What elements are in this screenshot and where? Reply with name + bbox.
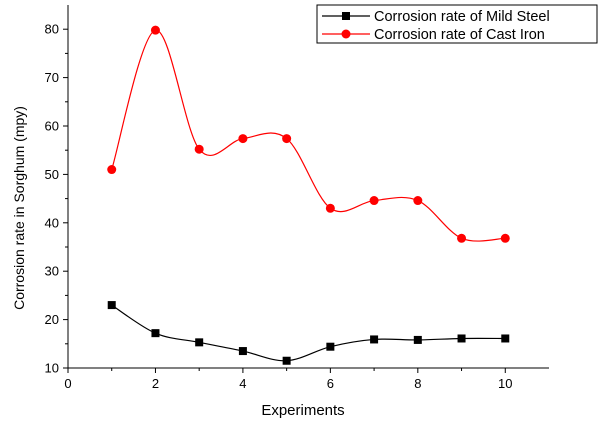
legend-marker-square [342, 12, 350, 20]
y-tick-label: 10 [45, 361, 59, 376]
data-point-square [238, 347, 247, 356]
series-lines [111, 29, 506, 362]
series-markers [107, 25, 510, 365]
data-point-square [370, 335, 379, 344]
y-tick-label: 60 [45, 119, 59, 134]
data-point-square [107, 301, 116, 310]
axes [67, 5, 549, 369]
tick-group: 0 2 4 6 8 10 10 20 30 40 50 60 70 80 [45, 22, 513, 391]
data-point-square [195, 338, 204, 347]
legend-label-0: Corrosion rate of Mild Steel [374, 9, 550, 25]
data-point-circle [369, 196, 379, 206]
y-tick-label: 50 [45, 167, 59, 182]
x-axis-label: Experiments [261, 402, 344, 419]
x-tick-label: 2 [152, 376, 159, 391]
y-axis-label: Corrosion rate in Sorghum (mpy) [11, 106, 27, 310]
data-point-circle [325, 203, 335, 213]
data-point-circle [194, 144, 204, 154]
data-point-square [501, 334, 510, 343]
y-tick-label: 30 [45, 264, 59, 279]
y-tick-label: 70 [45, 70, 59, 85]
x-tick-label: 10 [498, 376, 512, 391]
data-point-square [457, 334, 466, 343]
data-point-square [413, 335, 422, 344]
x-tick-label: 4 [239, 376, 246, 391]
data-point-circle [413, 196, 423, 206]
legend-marker-circle [341, 29, 351, 39]
x-tick-label: 6 [327, 376, 334, 391]
series-line-0 [111, 304, 506, 362]
data-point-circle [150, 25, 160, 35]
series-line-1 [111, 29, 506, 242]
data-point-circle [457, 233, 467, 243]
data-point-square [151, 329, 160, 338]
data-point-circle [500, 233, 510, 243]
y-tick-label: 20 [45, 312, 59, 327]
y-tick-label: 40 [45, 215, 59, 230]
data-point-square [326, 342, 335, 351]
data-point-circle [238, 134, 248, 144]
x-tick-label: 8 [414, 376, 421, 391]
legend-box [316, 4, 598, 44]
x-tick-label: 0 [64, 376, 71, 391]
data-point-square [282, 356, 291, 365]
legend: Corrosion rate of Mild Steel Corrosion ra… [316, 4, 598, 44]
y-tick-label: 80 [45, 22, 59, 37]
data-point-circle [282, 134, 292, 144]
legend-label-1: Corrosion rate of Cast Iron [374, 27, 545, 43]
data-point-circle [107, 165, 117, 175]
